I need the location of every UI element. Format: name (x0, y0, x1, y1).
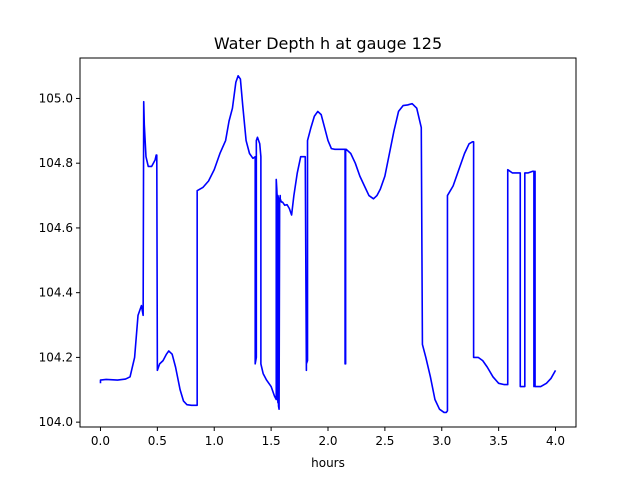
x-tick-label: 2.5 (375, 434, 394, 448)
x-tick-label: 1.0 (205, 434, 224, 448)
x-tick-label: 2.0 (318, 434, 337, 448)
y-tick-label: 104.8 (39, 156, 73, 170)
y-tick-label: 104.0 (39, 415, 73, 429)
x-tick-label: 4.0 (546, 434, 565, 448)
x-axis: 0.0 0.5 1.0 1.5 2.0 2.5 3.0 3.5 4.0 (91, 427, 565, 448)
plot-frame (79, 57, 577, 428)
y-tick-label: 104.2 (39, 350, 73, 364)
plot-area (99, 75, 557, 414)
series-line (99, 75, 557, 414)
y-axis: 104.0 104.2 104.4 104.6 104.8 105.0 (39, 91, 80, 429)
x-tick-label: 0.0 (91, 434, 110, 448)
x-tick-label: 0.5 (148, 434, 167, 448)
x-tick-label: 3.0 (432, 434, 451, 448)
x-tick-label: 1.5 (262, 434, 281, 448)
x-tick-label: 3.5 (489, 434, 508, 448)
x-axis-label: hours (311, 456, 345, 470)
y-tick-label: 104.6 (39, 221, 73, 235)
y-tick-label: 105.0 (39, 91, 73, 105)
y-tick-label: 104.4 (39, 286, 73, 300)
chart-title: Water Depth h at gauge 125 (214, 34, 442, 53)
